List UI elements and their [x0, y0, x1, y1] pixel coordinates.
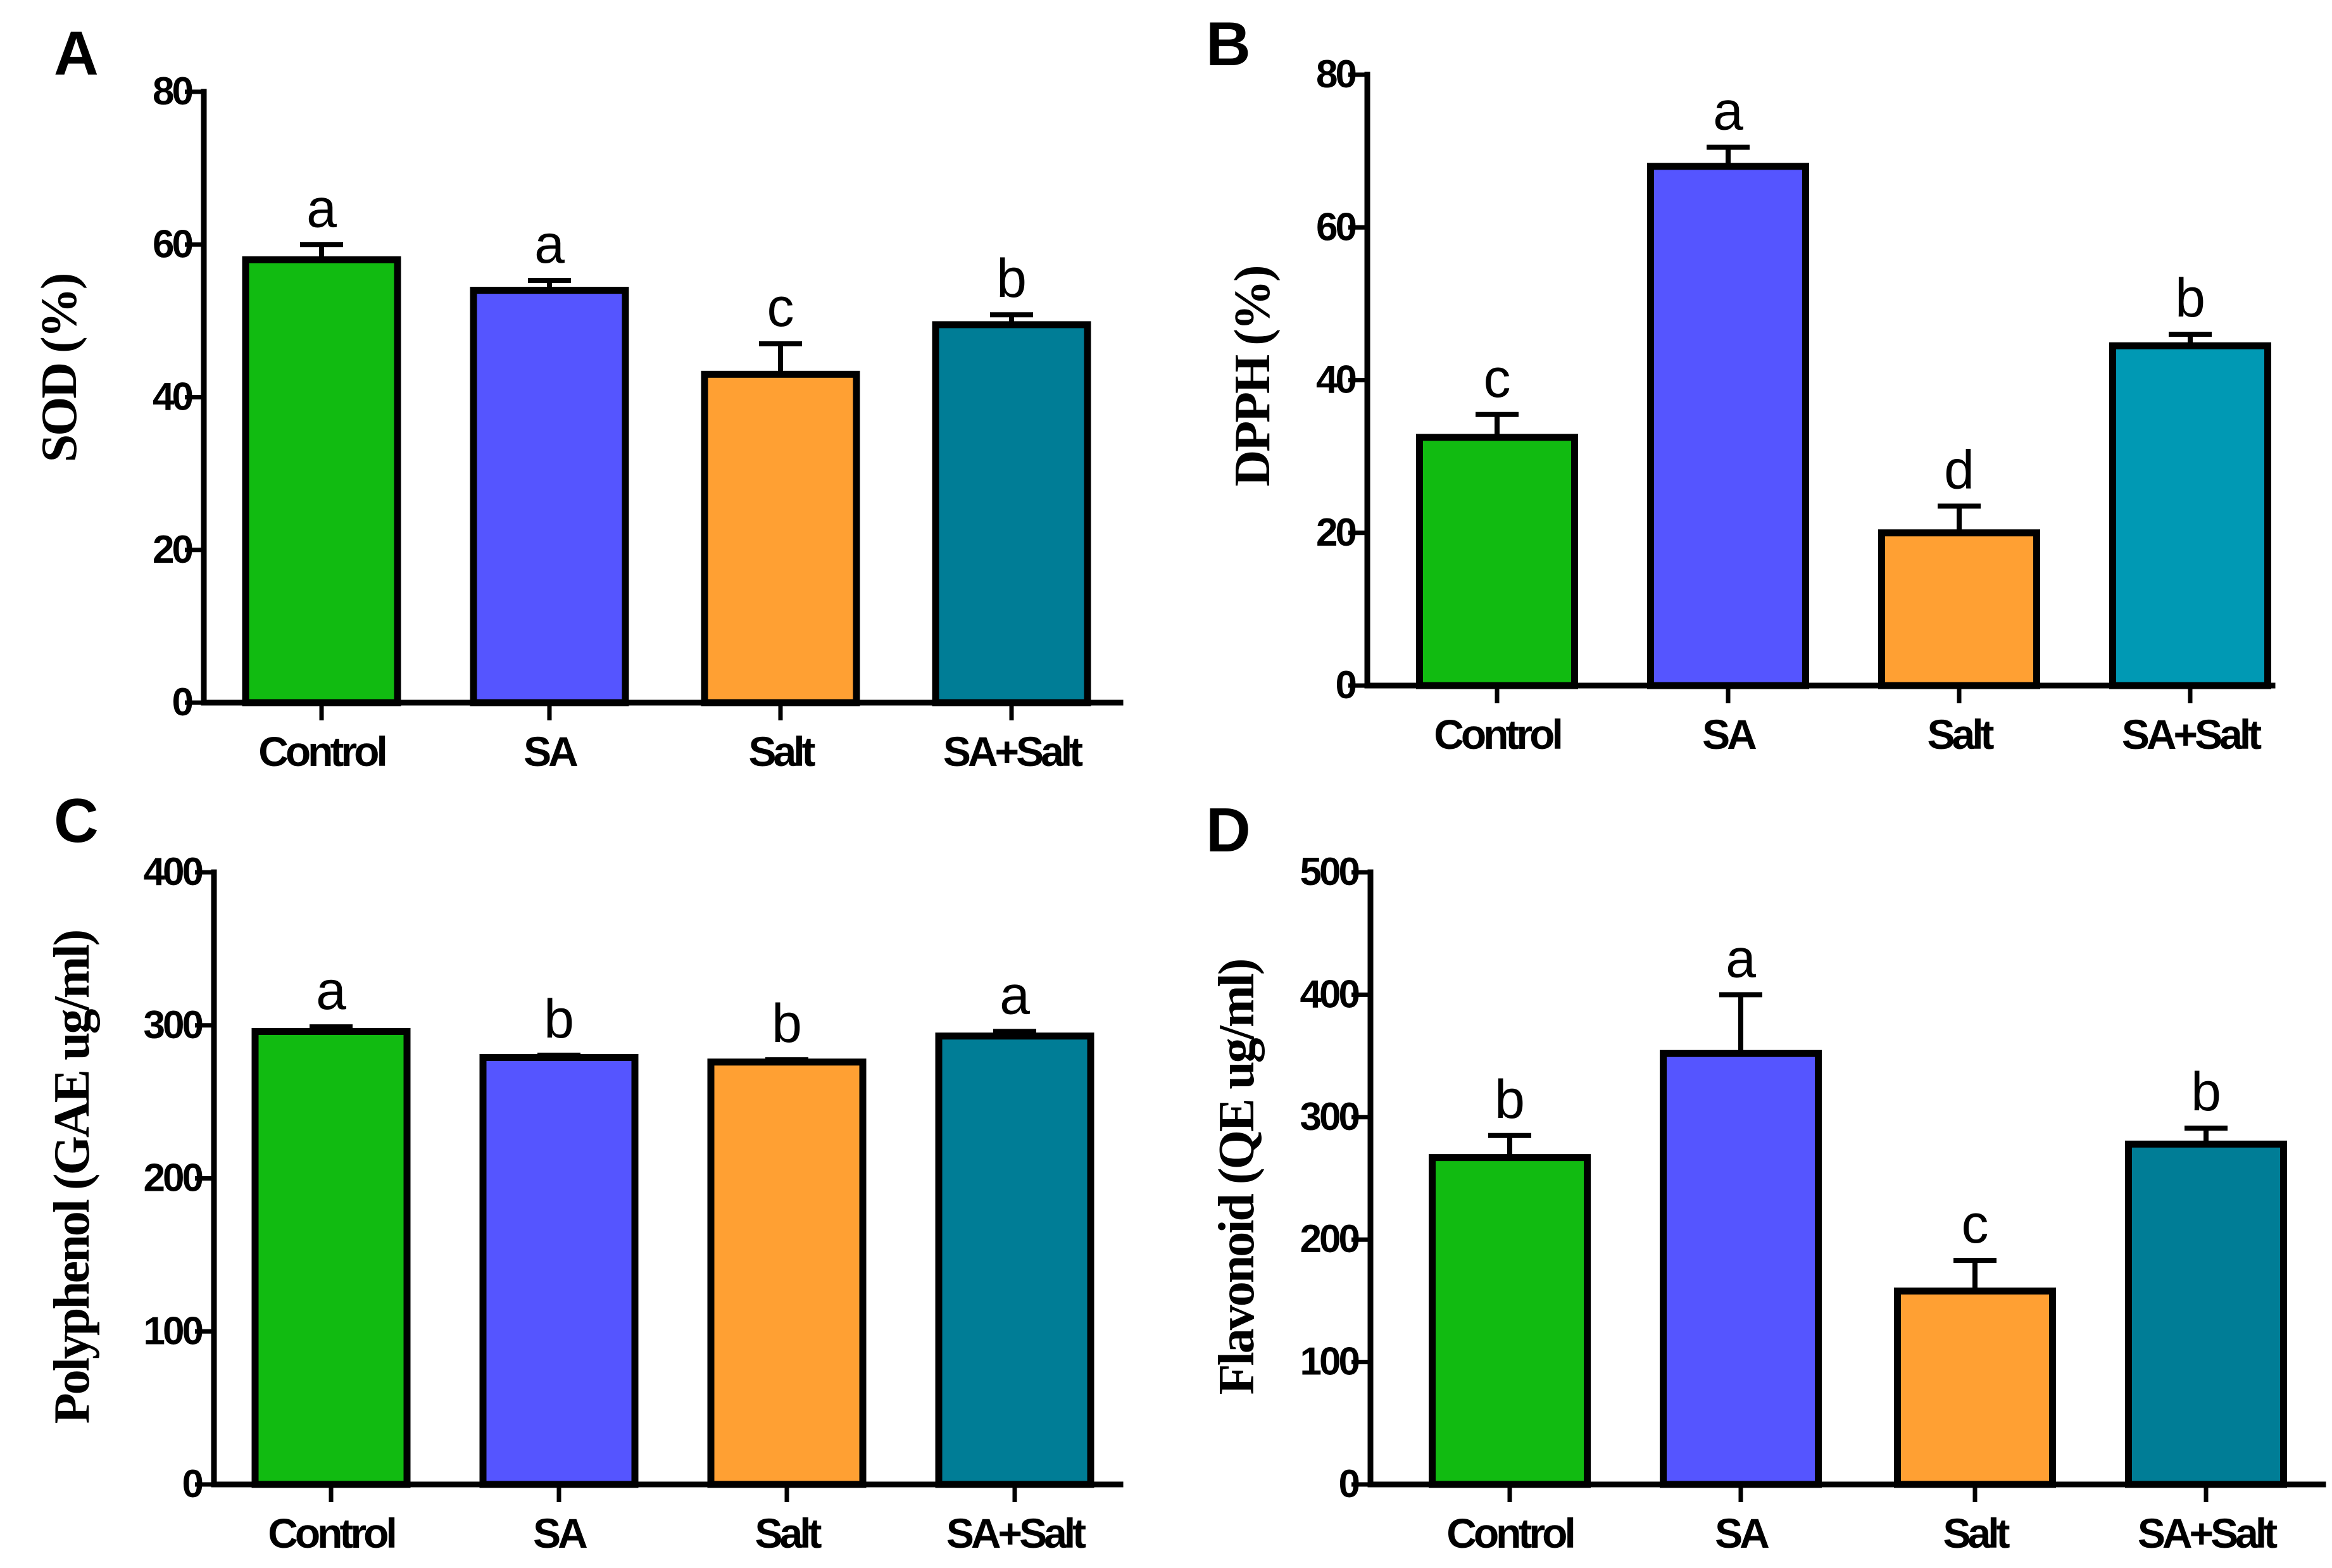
error-bar [2185, 1126, 2228, 1145]
significance-label: b [544, 989, 574, 1050]
bar-salt [1878, 529, 2040, 689]
bar-control [251, 1027, 411, 1488]
error-bar [765, 1057, 808, 1063]
error-bar [310, 1024, 353, 1032]
y-tick-label: 200 [144, 1157, 203, 1200]
significance-label: b [2175, 268, 2205, 329]
x-tick-label: SA [523, 728, 577, 775]
panel-letter: D [1206, 795, 1251, 865]
x-tick-label: SA+Salt [946, 1510, 1086, 1557]
significance-label: a [1000, 965, 1030, 1025]
error-bar [1476, 411, 1519, 437]
bar-control [1429, 1154, 1591, 1488]
panel-c: C Polyphenol (GAE ug/ml) a Control b SA b Sal… [44, 786, 1124, 1557]
error-bar [300, 242, 343, 260]
y-axis-title: Flavonoid (QE ug/ml) [1209, 960, 1265, 1395]
error-bar [1707, 144, 1750, 166]
panel-letter: C [54, 786, 99, 855]
bar-control [242, 256, 401, 706]
panel-letter: B [1206, 9, 1251, 78]
y-tick-label: 80 [153, 70, 192, 113]
x-tick-label: SA+Salt [2122, 711, 2262, 758]
y-tick-label: 80 [1316, 53, 1355, 96]
significance-label: d [1944, 440, 1974, 501]
bar-sa [1660, 1050, 1822, 1488]
x-tick-label: Control [258, 728, 385, 775]
significance-label: b [2191, 1062, 2221, 1122]
significance-label: a [534, 214, 565, 275]
bar-sa-salt [2125, 1140, 2287, 1488]
y-tick-label: 40 [153, 375, 192, 419]
significance-label: b [1495, 1069, 1525, 1130]
x-tick-label: SA [533, 1510, 587, 1557]
y-axis-title: SOD (%) [32, 274, 87, 462]
error-bar [528, 277, 571, 291]
error-bar [537, 1052, 580, 1058]
error-bar [1719, 992, 1762, 1054]
bar-sa [479, 1054, 639, 1488]
y-tick-label: 100 [1300, 1340, 1359, 1384]
x-tick-label: Salt [1943, 1510, 2010, 1557]
error-bar [993, 1029, 1036, 1036]
error-bar [990, 312, 1033, 325]
significance-label: a [316, 960, 346, 1021]
panel-b: B DPPH (%) c Control a SA d Salt b SA+Salt 0 20 40… [1206, 9, 2276, 758]
error-bar [2169, 332, 2212, 346]
y-tick-label: 60 [153, 222, 192, 266]
bar-sa-salt [935, 1032, 1094, 1488]
y-axis-title: DPPH (%) [1225, 267, 1281, 486]
significance-label: b [996, 248, 1027, 309]
bar-control [1416, 434, 1578, 689]
significance-label: c [1484, 348, 1511, 409]
bar-salt [1894, 1287, 2056, 1488]
x-tick-label: Salt [755, 1510, 822, 1557]
x-tick-label: Control [268, 1510, 394, 1557]
significance-label: c [1962, 1194, 1989, 1255]
x-tick-label: Control [1434, 711, 1560, 758]
bar-sa-salt [932, 321, 1091, 706]
y-tick-label: 0 [1339, 1462, 1359, 1506]
error-bar [759, 341, 802, 375]
x-tick-label: SA+Salt [943, 728, 1083, 775]
panel-d: D Flavonoid (QE ug/ml) b Control a SA c Salt b… [1206, 795, 2326, 1557]
y-tick-label: 500 [1300, 850, 1359, 894]
y-tick-label: 200 [1300, 1217, 1359, 1261]
y-tick-label: 20 [153, 528, 192, 572]
x-tick-label: SA [1702, 711, 1756, 758]
bar-sa [470, 287, 629, 706]
x-tick-label: SA [1715, 1510, 1769, 1557]
y-tick-label: 60 [1316, 205, 1355, 249]
panel-a: A SOD (%) a Control a SA c Salt b SA+Salt 0 20 40 6… [32, 18, 1124, 775]
bar-sa-salt [2109, 342, 2271, 689]
significance-label: a [1726, 928, 1756, 989]
y-tick-label: 100 [144, 1309, 203, 1353]
panel-letter: A [54, 18, 99, 88]
error-bar [1953, 1258, 1997, 1291]
error-bar [1938, 503, 1981, 533]
bar-salt [707, 1058, 867, 1488]
significance-label: a [306, 178, 337, 239]
y-tick-label: 300 [1300, 1095, 1359, 1139]
y-tick-label: 0 [182, 1462, 203, 1506]
x-tick-label: Salt [1927, 711, 1994, 758]
significance-label: a [1713, 81, 1743, 142]
y-tick-label: 300 [144, 1003, 203, 1047]
y-tick-label: 40 [1316, 358, 1355, 402]
y-tick-label: 0 [172, 681, 192, 724]
y-tick-label: 20 [1316, 511, 1355, 555]
y-axis-title: Polyphenol (GAE ug/ml) [44, 931, 100, 1424]
significance-label: b [772, 993, 802, 1054]
y-tick-label: 0 [1336, 663, 1356, 707]
bar-salt [701, 370, 860, 706]
x-tick-label: Salt [748, 728, 815, 775]
bar-sa [1647, 163, 1809, 689]
significance-label: c [767, 277, 794, 338]
error-bar [1488, 1132, 1531, 1158]
x-tick-label: SA+Salt [2138, 1510, 2278, 1557]
y-tick-label: 400 [1300, 972, 1359, 1016]
x-tick-label: Control [1446, 1510, 1573, 1557]
y-tick-label: 400 [144, 850, 203, 894]
